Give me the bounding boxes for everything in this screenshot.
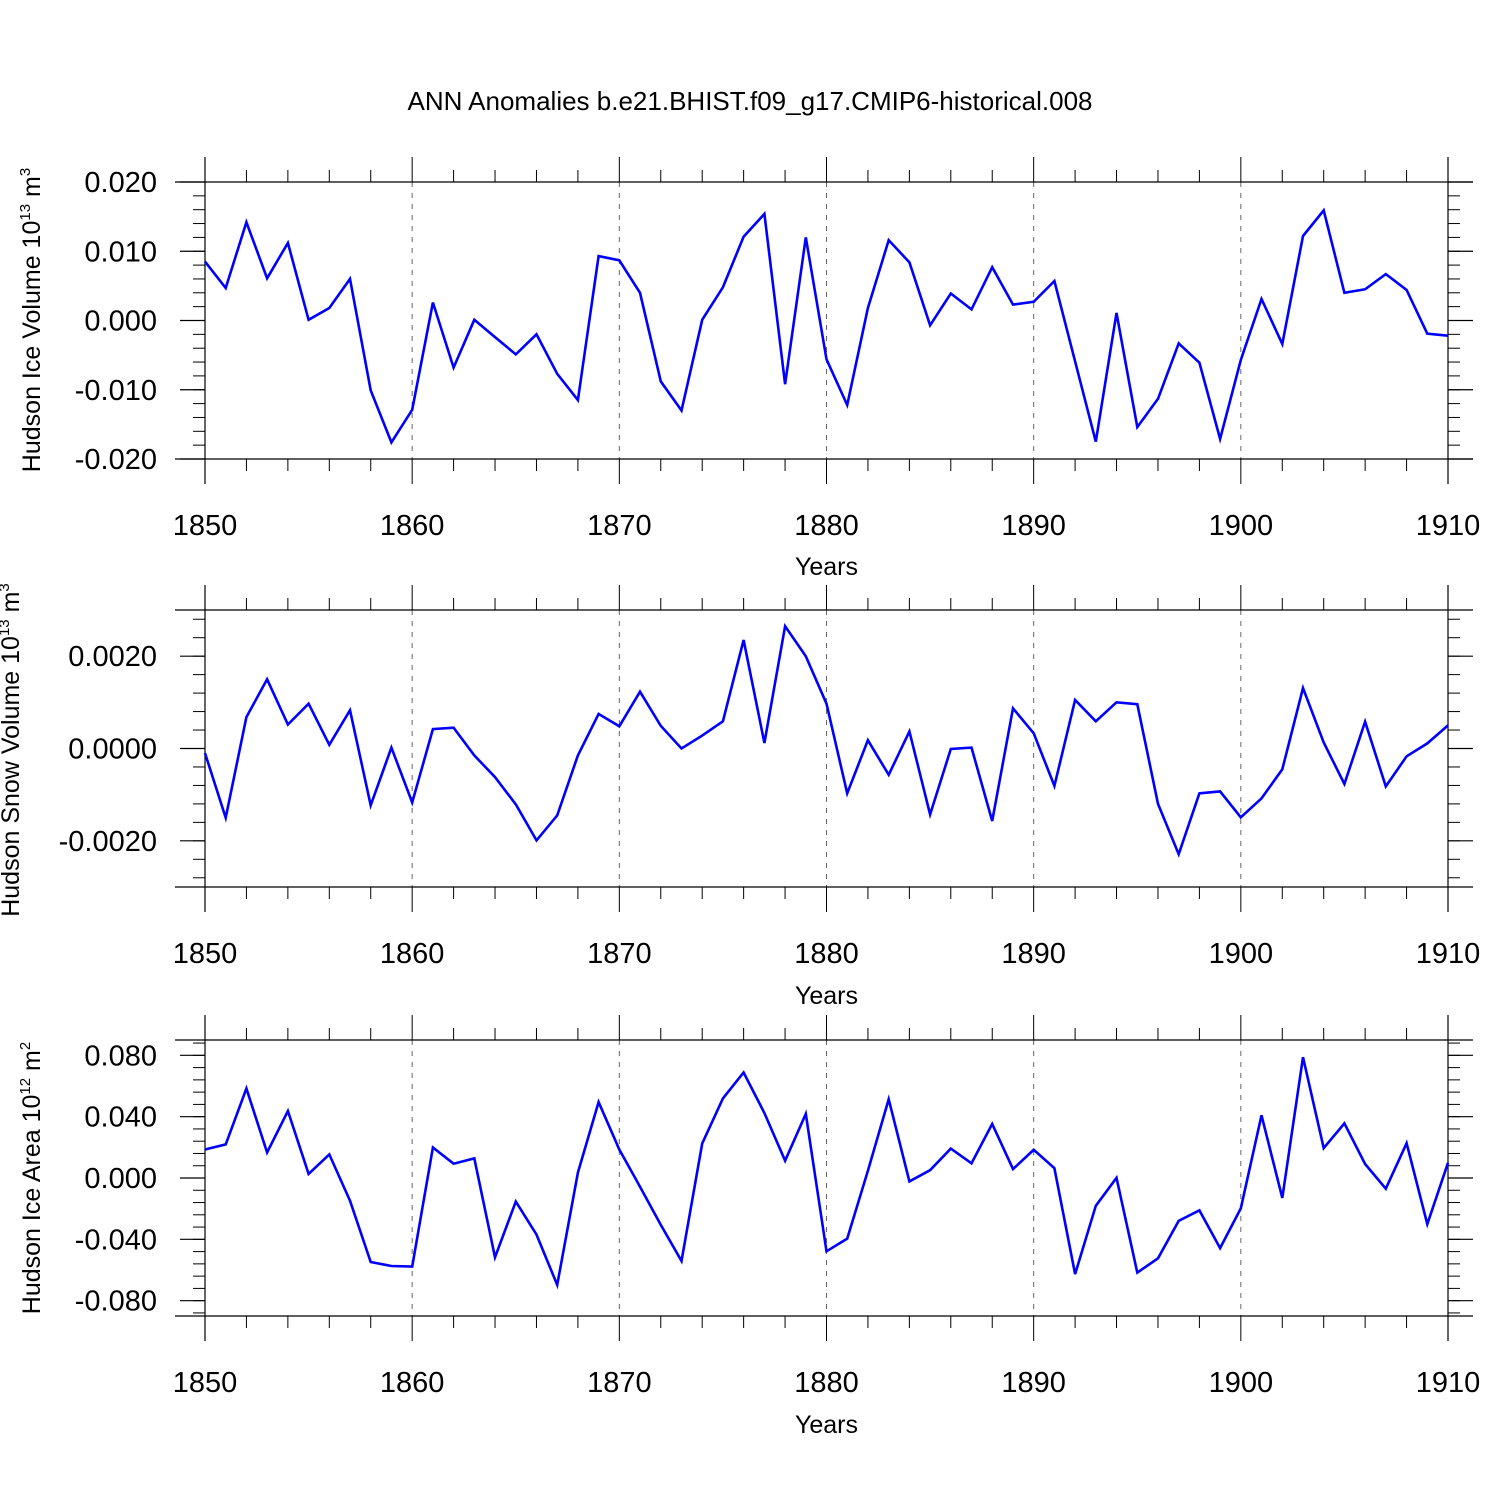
y-tick-label: 0.080: [84, 1040, 157, 1072]
series-line-ice-area: [204, 1056, 1450, 1290]
y-axis-label: Hudson Ice Area 1012 m2: [17, 1042, 46, 1314]
x-axis-label: Years: [795, 1411, 858, 1439]
x-tick-label: 1910: [1416, 510, 1481, 542]
y-tick-label: -0.0020: [59, 826, 157, 858]
x-tick-label: 1890: [1001, 510, 1066, 542]
x-tick-label: 1860: [380, 510, 445, 542]
panel-ice-volume: -0.020 -0.010 0.000 0.010 0.020 1850 1860 1870 1…: [17, 157, 1480, 581]
x-tick-label: 1850: [173, 938, 238, 970]
y-axis-label: Hudson Ice Volume 1013 m3: [17, 168, 46, 472]
y-tick-label: 0.000: [84, 306, 157, 338]
x-tick-label: 1850: [173, 1367, 238, 1399]
x-tick-label: 1890: [1001, 1367, 1066, 1399]
x-tick-label: 1870: [587, 510, 652, 542]
y-tick-label: -0.020: [75, 444, 157, 476]
panel-snow-volume: -0.0020 0.0000 0.0020 1850 1860 1870 1880 1890 1…: [0, 583, 1480, 1010]
y-axis-label: Hudson Snow Volume 1013 m3: [0, 583, 25, 917]
x-axis-label: Years: [795, 982, 858, 1010]
x-tick-label: 1900: [1209, 1367, 1274, 1399]
y-tick-label: -0.080: [75, 1286, 157, 1318]
y-tick-label: 0.0020: [68, 641, 157, 673]
y-tick-label: -0.040: [75, 1224, 157, 1256]
x-tick-label: 1870: [587, 938, 652, 970]
x-tick-label: 1860: [380, 938, 445, 970]
x-axis-label: Years: [795, 553, 858, 581]
series-line-snow-volume: [203, 622, 1449, 858]
x-tick-label: 1870: [587, 1367, 652, 1399]
series-line-ice-volume: [203, 207, 1449, 446]
y-tick-label: 0.040: [84, 1102, 157, 1134]
x-tick-label: 1880: [794, 938, 859, 970]
x-tick-label: 1900: [1209, 510, 1274, 542]
x-tick-label: 1880: [794, 1367, 859, 1399]
x-tick-label: 1860: [380, 1367, 445, 1399]
panel-ice-area: -0.080 -0.040 0.000 0.040 0.080 1850 1860 1870 1…: [17, 1015, 1480, 1439]
x-tick-label: 1850: [173, 510, 238, 542]
x-tick-label: 1910: [1416, 938, 1481, 970]
y-tick-label: 0.010: [84, 236, 157, 268]
y-tick-label: 0.020: [84, 167, 157, 199]
x-tick-label: 1880: [794, 510, 859, 542]
y-tick-label: 0.000: [84, 1163, 157, 1195]
x-tick-label: 1900: [1209, 938, 1274, 970]
x-tick-label: 1890: [1001, 938, 1066, 970]
chart-title: ANN Anomalies b.e21.BHIST.f09_g17.CMIP6-…: [407, 86, 1092, 116]
y-tick-label: -0.010: [75, 375, 157, 407]
x-tick-label: 1910: [1416, 1367, 1481, 1399]
y-tick-label: 0.0000: [68, 734, 157, 766]
